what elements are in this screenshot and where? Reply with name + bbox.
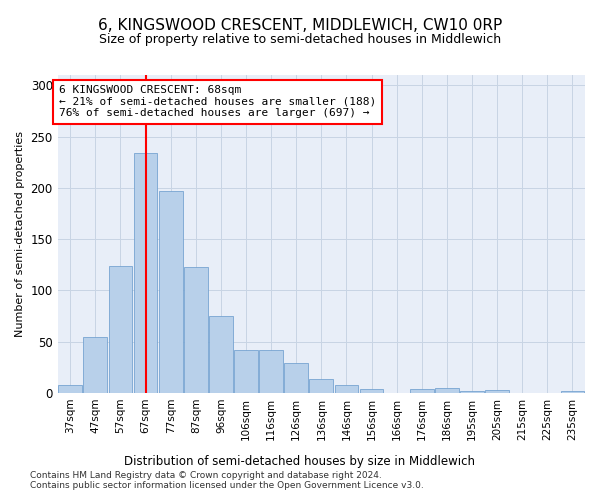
Text: Distribution of semi-detached houses by size in Middlewich: Distribution of semi-detached houses by …	[125, 455, 476, 468]
Bar	[335, 385, 358, 393]
Bar	[485, 390, 509, 393]
Bar	[234, 350, 258, 393]
Text: Contains public sector information licensed under the Open Government Licence v3: Contains public sector information licen…	[30, 480, 424, 490]
Bar	[58, 385, 82, 393]
Bar	[560, 391, 584, 393]
Y-axis label: Number of semi-detached properties: Number of semi-detached properties	[15, 131, 25, 337]
Bar	[184, 267, 208, 393]
Bar	[310, 378, 333, 393]
Text: Contains HM Land Registry data © Crown copyright and database right 2024.: Contains HM Land Registry data © Crown c…	[30, 470, 382, 480]
Bar	[83, 336, 107, 393]
Bar	[159, 191, 182, 393]
Bar	[359, 389, 383, 393]
Bar	[410, 389, 434, 393]
Bar	[435, 388, 459, 393]
Bar	[460, 391, 484, 393]
Text: Size of property relative to semi-detached houses in Middlewich: Size of property relative to semi-detach…	[99, 32, 501, 46]
Text: 6, KINGSWOOD CRESCENT, MIDDLEWICH, CW10 0RP: 6, KINGSWOOD CRESCENT, MIDDLEWICH, CW10 …	[98, 18, 502, 32]
Text: 6 KINGSWOOD CRESCENT: 68sqm
← 21% of semi-detached houses are smaller (188)
76% : 6 KINGSWOOD CRESCENT: 68sqm ← 21% of sem…	[59, 86, 376, 118]
Bar	[259, 350, 283, 393]
Bar	[209, 316, 233, 393]
Bar	[284, 364, 308, 393]
Bar	[134, 153, 157, 393]
Bar	[109, 266, 133, 393]
